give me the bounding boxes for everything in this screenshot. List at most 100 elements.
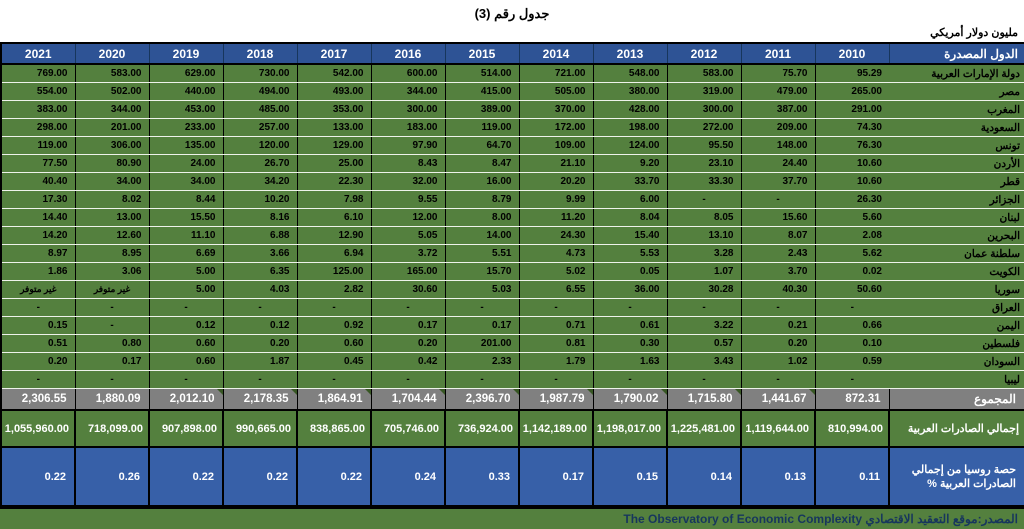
value-cell[interactable]: 0.20	[740, 334, 815, 353]
value-cell[interactable]: 124.00	[592, 136, 667, 155]
value-cell[interactable]: 14.40	[0, 208, 75, 227]
value-cell[interactable]: 415.00	[444, 82, 519, 101]
country-name-cell[interactable]: مصر	[889, 82, 1024, 101]
arab-exports-cell[interactable]: 1,142,189.00	[518, 409, 594, 448]
value-cell[interactable]: 95.29	[814, 64, 889, 83]
value-cell[interactable]: 548.00	[592, 64, 667, 83]
value-cell[interactable]: 33.70	[592, 172, 667, 191]
value-cell[interactable]: 24.40	[740, 154, 815, 173]
value-cell[interactable]: 0.59	[814, 352, 889, 371]
value-cell[interactable]: 8.47	[444, 154, 519, 173]
value-cell[interactable]: 119.00	[444, 118, 519, 137]
value-cell[interactable]: 0.57	[666, 334, 741, 353]
value-cell[interactable]: 0.81	[518, 334, 593, 353]
value-cell[interactable]: 0.17	[370, 316, 445, 335]
value-cell[interactable]: -	[74, 316, 149, 335]
value-cell[interactable]: 5.00	[148, 262, 223, 281]
value-cell[interactable]: 8.00	[444, 208, 519, 227]
value-cell[interactable]: 13.10	[666, 226, 741, 245]
value-cell[interactable]: -	[74, 370, 149, 389]
value-cell[interactable]: 0.30	[592, 334, 667, 353]
russia-share-cell[interactable]: 0.15	[592, 446, 668, 507]
value-cell[interactable]: 76.30	[814, 136, 889, 155]
value-cell[interactable]: 2.08	[814, 226, 889, 245]
value-cell[interactable]: 26.70	[222, 154, 297, 173]
value-cell[interactable]: -	[518, 370, 593, 389]
arab-exports-cell[interactable]: 907,898.00	[148, 409, 224, 448]
value-cell[interactable]: 148.00	[740, 136, 815, 155]
year-header-2017[interactable]: 2017	[296, 43, 371, 65]
value-cell[interactable]: 0.05	[592, 262, 667, 281]
value-cell[interactable]: 75.70	[740, 64, 815, 83]
value-cell[interactable]: 9.20	[592, 154, 667, 173]
value-cell[interactable]: 6.35	[222, 262, 297, 281]
value-cell[interactable]: 0.66	[814, 316, 889, 335]
value-cell[interactable]: 0.71	[518, 316, 593, 335]
value-cell[interactable]: 40.40	[0, 172, 75, 191]
value-cell[interactable]: 440.00	[148, 82, 223, 101]
total-cell[interactable]: 1,790.02	[592, 388, 668, 411]
value-cell[interactable]: 120.00	[222, 136, 297, 155]
value-cell[interactable]: 0.15	[0, 316, 75, 335]
country-name-cell[interactable]: الجزائر	[889, 190, 1024, 209]
value-cell[interactable]: 2.82	[296, 280, 371, 299]
value-cell[interactable]: 6.94	[296, 244, 371, 263]
value-cell[interactable]: 8.95	[74, 244, 149, 263]
value-cell[interactable]: 1.02	[740, 352, 815, 371]
russia-share-cell[interactable]: 0.33	[444, 446, 520, 507]
country-name-cell[interactable]: الكويت	[889, 262, 1024, 281]
value-cell[interactable]: -	[222, 298, 297, 317]
value-cell[interactable]: 8.16	[222, 208, 297, 227]
value-cell[interactable]: 3.43	[666, 352, 741, 371]
value-cell[interactable]: -	[592, 298, 667, 317]
value-cell[interactable]: 9.55	[370, 190, 445, 209]
value-cell[interactable]: 14.00	[444, 226, 519, 245]
value-cell[interactable]: 0.45	[296, 352, 371, 371]
value-cell[interactable]: 24.30	[518, 226, 593, 245]
value-cell[interactable]: 0.42	[370, 352, 445, 371]
value-cell[interactable]: 2.43	[740, 244, 815, 263]
value-cell[interactable]: 20.20	[518, 172, 593, 191]
value-cell[interactable]: 50.60	[814, 280, 889, 299]
value-cell[interactable]: 4.73	[518, 244, 593, 263]
value-cell[interactable]: 769.00	[0, 64, 75, 83]
country-name-cell[interactable]: السعودية	[889, 118, 1024, 137]
value-cell[interactable]: 32.00	[370, 172, 445, 191]
value-cell[interactable]: 257.00	[222, 118, 297, 137]
year-header-2013[interactable]: 2013	[592, 43, 667, 65]
arab-exports-cell[interactable]: 990,665.00	[222, 409, 298, 448]
russia-share-cell[interactable]: 0.24	[370, 446, 446, 507]
arab-exports-cell[interactable]: 1,119,644.00	[740, 409, 816, 448]
value-cell[interactable]: 554.00	[0, 82, 75, 101]
total-cell[interactable]: 2,012.10	[148, 388, 224, 411]
value-cell[interactable]: 165.00	[370, 262, 445, 281]
value-cell[interactable]: 26.30	[814, 190, 889, 209]
value-cell[interactable]: 1.87	[222, 352, 297, 371]
value-cell[interactable]: -	[148, 370, 223, 389]
value-cell[interactable]: 0.20	[0, 352, 75, 371]
country-name-cell[interactable]: اليمن	[889, 316, 1024, 335]
value-cell[interactable]: غير متوفر	[0, 280, 75, 299]
value-cell[interactable]: -	[222, 370, 297, 389]
arab-exports-cell[interactable]: 736,924.00	[444, 409, 520, 448]
value-cell[interactable]: 172.00	[518, 118, 593, 137]
value-cell[interactable]: 0.20	[222, 334, 297, 353]
total-cell[interactable]: 1,704.44	[370, 388, 446, 411]
total-cell[interactable]: 1,864.91	[296, 388, 372, 411]
russia-share-cell[interactable]: 0.17	[518, 446, 594, 507]
value-cell[interactable]: 319.00	[666, 82, 741, 101]
year-header-2018[interactable]: 2018	[222, 43, 297, 65]
value-cell[interactable]: 5.51	[444, 244, 519, 263]
value-cell[interactable]: 6.88	[222, 226, 297, 245]
value-cell[interactable]: 10.60	[814, 172, 889, 191]
value-cell[interactable]: 721.00	[518, 64, 593, 83]
value-cell[interactable]: 21.10	[518, 154, 593, 173]
value-cell[interactable]: 380.00	[592, 82, 667, 101]
value-cell[interactable]: 0.80	[74, 334, 149, 353]
country-name-cell[interactable]: دولة الإمارات العربية	[889, 64, 1024, 83]
value-cell[interactable]: 0.60	[148, 334, 223, 353]
russia-share-cell[interactable]: 0.22	[296, 446, 372, 507]
country-name-cell[interactable]: البحرين	[889, 226, 1024, 245]
value-cell[interactable]: 30.28	[666, 280, 741, 299]
value-cell[interactable]: 298.00	[0, 118, 75, 137]
